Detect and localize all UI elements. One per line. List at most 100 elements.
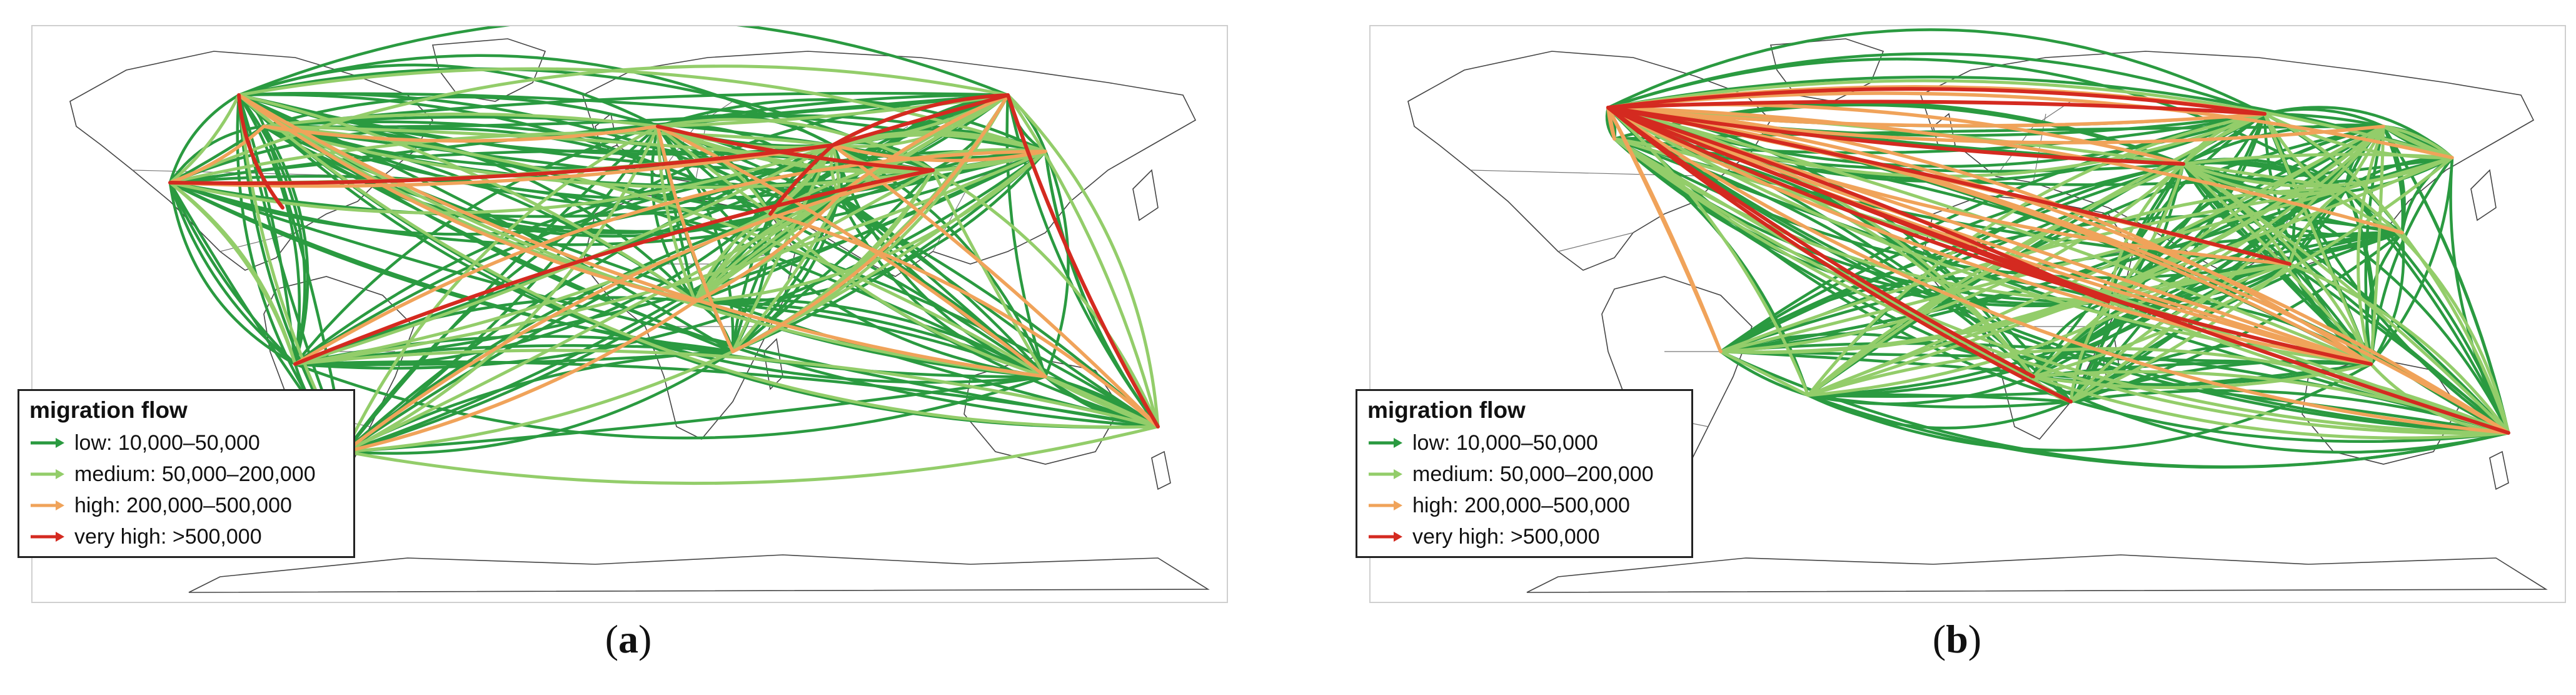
flow-medium: [343, 93, 1010, 454]
flow-low: [2031, 375, 2510, 454]
flow-low: [1806, 362, 2373, 398]
flow-low: [168, 93, 241, 185]
flow-medium: [2288, 262, 2510, 435]
arrow-medium-icon: [31, 469, 64, 479]
flow-high: [1606, 106, 1723, 353]
flow-low: [2344, 187, 2510, 435]
flow-high: [1606, 106, 2373, 366]
flow-high: [731, 93, 1010, 353]
flow-medium: [1613, 137, 2510, 435]
world-map-a: [31, 25, 1228, 603]
flow-high: [1606, 106, 2373, 366]
flow-very-high: [768, 143, 835, 216]
flow-low: [1606, 106, 2510, 435]
flow-high: [1606, 106, 2373, 366]
flow-low: [168, 181, 297, 366]
flow-medium: [931, 168, 1047, 378]
flow-low: [168, 127, 772, 216]
flow-low: [2106, 162, 2185, 303]
legend-item-medium: medium: 50,000–200,000: [29, 459, 343, 490]
flow-medium: [2181, 112, 2267, 166]
flow-low: [2181, 162, 2510, 435]
flow-medium: [931, 168, 1160, 429]
flow-low: [693, 143, 835, 303]
flow-very-high: [1606, 106, 2185, 166]
arrow-high-icon: [31, 500, 64, 510]
legend-title: migration flow: [1367, 397, 1526, 423]
flow-medium: [1719, 187, 2348, 353]
flow-low: [2382, 124, 2510, 435]
legend-label-medium: medium: 50,000–200,000: [1412, 462, 1654, 486]
flow-high: [1606, 106, 2373, 366]
flow-low: [2031, 112, 2267, 378]
flow-medium: [2400, 231, 2510, 435]
flow-low: [731, 168, 935, 353]
migration-flows: [1605, 28, 2510, 469]
flow-low: [1806, 362, 2373, 452]
flow-map-a: [69, 26, 1210, 593]
flow-very-high: [1606, 106, 2073, 403]
panel-b: migration flow low: 10,000–50,000 medium…: [1338, 0, 2566, 695]
flow-low: [237, 54, 835, 147]
flow-low: [1806, 393, 2073, 430]
flow-very-high: [1606, 106, 2110, 303]
flow-medium: [768, 143, 835, 216]
flow-medium: [1719, 162, 2185, 353]
flow-medium: [1719, 350, 1810, 397]
legend-label-high: high: 200,000–500,000: [1412, 493, 1630, 517]
landmass-japan: [2470, 169, 2497, 221]
arrow-very-high-icon: [31, 532, 64, 542]
flow-medium: [1806, 124, 2385, 397]
flow-medium: [2357, 124, 2385, 366]
flow-medium: [168, 131, 835, 185]
arrow-low-icon: [1369, 438, 1402, 448]
flow-low: [1005, 93, 1047, 378]
flow-medium: [237, 93, 1047, 378]
flow-low: [168, 181, 297, 366]
flow-low: [693, 150, 1047, 304]
flow-low: [168, 175, 1160, 429]
flow-very-high: [293, 168, 935, 366]
flow-high: [831, 143, 1047, 163]
legend-a: migration flow low: 10,000–50,000 medium…: [18, 389, 355, 558]
flow-very-high: [1606, 106, 2373, 366]
legend-title: migration flow: [29, 397, 188, 423]
flow-medium: [1006, 93, 1160, 429]
flow-medium: [1613, 137, 2110, 303]
legend-item-very-high: very high: >500,000: [1367, 521, 1681, 552]
flow-medium: [1806, 112, 2267, 397]
flow-medium: [168, 143, 835, 215]
flow-low: [237, 93, 1047, 378]
landmass-new-zealand: [1151, 450, 1171, 490]
flow-very-high: [831, 93, 1010, 147]
flow-medium: [1719, 124, 2385, 355]
country-border: [1557, 232, 1634, 252]
flow-very-high: [1606, 106, 2110, 303]
flow-medium: [2181, 153, 2454, 166]
legend-b: migration flow low: 10,000–50,000 medium…: [1356, 389, 1693, 558]
flow-low: [1606, 52, 2267, 116]
flow-low: [1719, 112, 2267, 353]
legend-label-very-high: very high: >500,000: [1412, 524, 1600, 549]
flow-high: [768, 212, 1160, 429]
flow-medium: [2263, 112, 2373, 366]
flow-medium: [2181, 156, 2454, 188]
flow-low: [837, 193, 1047, 378]
flow-low: [1606, 28, 2267, 116]
arrow-very-high-icon: [1369, 532, 1402, 542]
flow-high: [262, 124, 660, 143]
flow-low: [1044, 150, 1160, 429]
flow-very-high: [831, 93, 1010, 147]
flow-low: [343, 375, 1047, 454]
flow-medium: [656, 124, 772, 216]
flow-medium: [2288, 187, 2348, 266]
flow-medium: [2069, 262, 2292, 403]
legend-item-low: low: 10,000–50,000: [29, 427, 343, 459]
flow-medium: [237, 93, 1160, 429]
flow-high: [656, 124, 735, 353]
flow-medium: [2369, 124, 2385, 366]
flow-medium: [2031, 375, 2510, 440]
caption-b: (b): [1932, 617, 1982, 661]
flow-medium: [731, 193, 841, 353]
legend-label-medium: medium: 50,000–200,000: [74, 462, 316, 486]
